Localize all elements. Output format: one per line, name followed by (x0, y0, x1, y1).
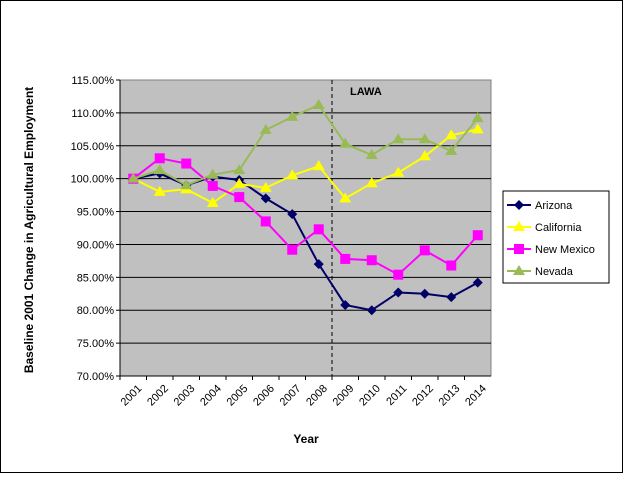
data-point-california (206, 197, 219, 208)
data-point-new-mexico (207, 180, 218, 191)
data-point-arizona (260, 193, 271, 204)
data-point-nevada (259, 123, 272, 134)
legend-label: New Mexico (535, 244, 595, 256)
data-point-new-mexico (260, 216, 271, 227)
data-point-california (312, 160, 325, 171)
data-point-new-mexico (340, 253, 351, 264)
legend-item-new-mexico: New Mexico (507, 244, 595, 256)
data-point-new-mexico (446, 260, 457, 271)
data-point-nevada (127, 172, 140, 183)
data-point-new-mexico (287, 244, 298, 255)
y-tick-label: 80.00% (77, 305, 115, 317)
plot-area (119, 79, 492, 377)
data-point-california (286, 169, 299, 180)
legend-label: Nevada (535, 266, 574, 278)
series-new-mexico (128, 153, 483, 280)
legend-item-california: California (507, 221, 582, 234)
data-point-nevada (180, 179, 193, 190)
data-point-california (153, 185, 166, 196)
series-nevada (127, 98, 484, 190)
legend-marker (514, 244, 524, 254)
data-point-california (339, 192, 352, 203)
data-point-nevada (418, 133, 431, 144)
data-point-new-mexico (154, 153, 165, 164)
data-point-new-mexico (419, 245, 430, 256)
data-point-nevada (445, 145, 458, 156)
data-point-arizona (419, 288, 430, 299)
data-point-new-mexico (181, 158, 192, 169)
legend-label: Arizona (535, 200, 573, 212)
data-point-arizona (446, 292, 457, 303)
x-axis-title: Year (293, 432, 319, 446)
data-point-new-mexico (472, 230, 483, 241)
y-axis-title: Baseline 2001 Change in Agricultural Emp… (22, 87, 36, 373)
data-point-nevada (312, 98, 325, 109)
data-point-california (259, 181, 272, 192)
data-point-arizona (472, 277, 483, 288)
data-point-arizona (287, 209, 298, 220)
legend-item-nevada: Nevada (507, 265, 574, 278)
data-point-california (445, 129, 458, 140)
y-tick-label: 115.00% (71, 75, 114, 87)
legend-item-arizona: Arizona (507, 200, 573, 212)
data-point-nevada (392, 133, 405, 144)
data-point-nevada (286, 110, 299, 121)
data-point-nevada (206, 168, 219, 179)
y-tick-label: 85.00% (77, 272, 115, 284)
legend-marker (513, 265, 525, 275)
y-tick-label: 75.00% (77, 338, 115, 350)
data-point-arizona (366, 305, 377, 316)
y-tick-label: 100.00% (71, 174, 115, 186)
data-point-california (365, 177, 378, 188)
data-point-arizona (393, 287, 404, 298)
lawa-annotation: LAWA (350, 86, 382, 98)
series-line-nevada (132, 103, 479, 187)
data-point-arizona (313, 259, 324, 270)
legend-label: California (535, 222, 582, 234)
y-tick-label: 70.00% (77, 371, 115, 383)
y-tick-label: 110.00% (71, 108, 114, 120)
data-point-arizona (340, 299, 351, 310)
data-point-nevada (153, 164, 166, 175)
data-point-new-mexico (313, 224, 324, 235)
data-point-nevada (471, 112, 484, 123)
data-point-nevada (365, 148, 378, 159)
y-tick-label: 95.00% (77, 207, 115, 219)
data-point-california (471, 123, 484, 134)
data-point-california (418, 150, 431, 161)
data-point-nevada (233, 164, 246, 175)
data-point-new-mexico (234, 192, 245, 203)
legend-marker (513, 221, 525, 231)
data-point-california (392, 166, 405, 177)
legend-marker (514, 200, 524, 210)
data-point-new-mexico (393, 269, 404, 280)
y-tick-label: 105.00% (71, 141, 115, 153)
data-point-nevada (339, 137, 352, 148)
legend: Arizona California New Mexico Nevada (502, 190, 610, 284)
data-point-new-mexico (366, 255, 377, 266)
y-tick-label: 90.00% (77, 239, 115, 251)
data-point-california (233, 177, 246, 188)
